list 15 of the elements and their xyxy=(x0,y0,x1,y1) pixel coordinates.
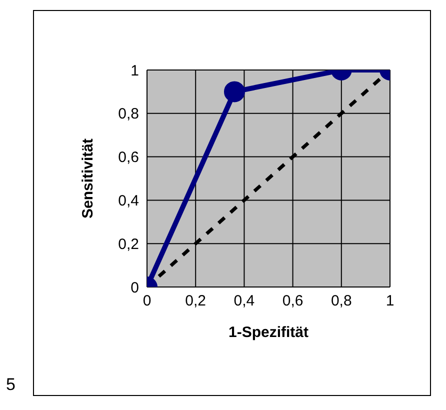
y-tick-label: 0,8 xyxy=(118,106,139,123)
x-tick-label: 0,2 xyxy=(185,292,206,310)
y-tick-label: 0,2 xyxy=(118,236,139,253)
x-tick-label: 0,8 xyxy=(330,292,352,310)
x-axis-title: 1-Spezifität xyxy=(228,324,309,341)
y-tick-label: 0 xyxy=(130,279,139,296)
x-tick-label: 0,4 xyxy=(234,292,255,310)
y-axis-title: Sensitivität xyxy=(79,138,96,219)
x-tick-label: 1 xyxy=(386,292,394,310)
y-tick-label: 0,6 xyxy=(118,149,139,166)
y-tick-label: 1 xyxy=(130,62,139,80)
x-tick-label: 0 xyxy=(142,292,152,310)
y-tick-label: 0,4 xyxy=(118,192,139,210)
x-tick-label: 0,6 xyxy=(282,292,304,310)
text: 5 xyxy=(6,375,16,395)
